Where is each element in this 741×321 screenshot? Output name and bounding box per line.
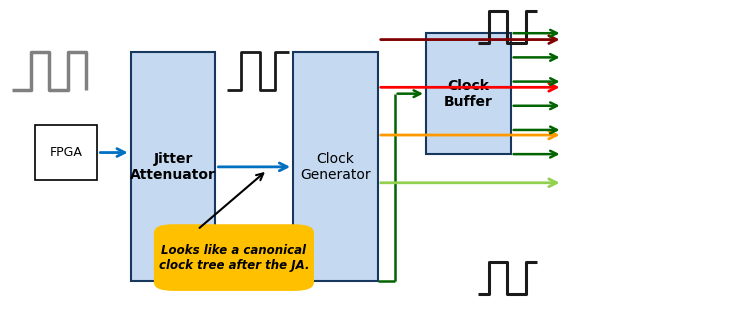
Text: Clock
Generator: Clock Generator [300, 152, 370, 182]
FancyBboxPatch shape [426, 33, 511, 154]
Text: Looks like a canonical
clock tree after the JA.: Looks like a canonical clock tree after … [159, 244, 309, 272]
FancyBboxPatch shape [130, 52, 216, 282]
Text: FPGA: FPGA [50, 146, 82, 159]
Text: Jitter
Attenuator: Jitter Attenuator [130, 152, 216, 182]
FancyBboxPatch shape [35, 126, 97, 179]
FancyBboxPatch shape [155, 225, 313, 290]
Text: Clock
Buffer: Clock Buffer [444, 79, 493, 109]
FancyBboxPatch shape [293, 52, 378, 282]
